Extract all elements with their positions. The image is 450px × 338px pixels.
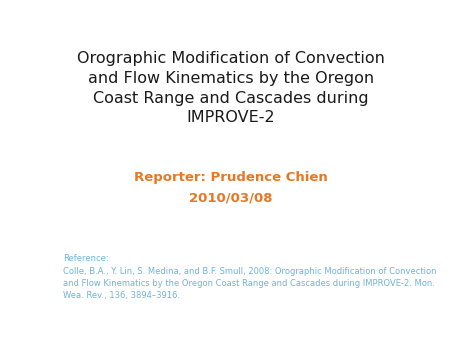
Text: Reference:: Reference: xyxy=(63,254,109,263)
Text: Orographic Modification of Convection
and Flow Kinematics by the Oregon
Coast Ra: Orographic Modification of Convection an… xyxy=(76,51,385,125)
Text: Colle, B.A., Y. Lin, S. Medina, and B.F. Smull, 2008: Orographic Modification of: Colle, B.A., Y. Lin, S. Medina, and B.F.… xyxy=(63,267,436,299)
Text: Reporter: Prudence Chien: Reporter: Prudence Chien xyxy=(134,171,328,184)
Text: 2010/03/08: 2010/03/08 xyxy=(189,192,272,204)
